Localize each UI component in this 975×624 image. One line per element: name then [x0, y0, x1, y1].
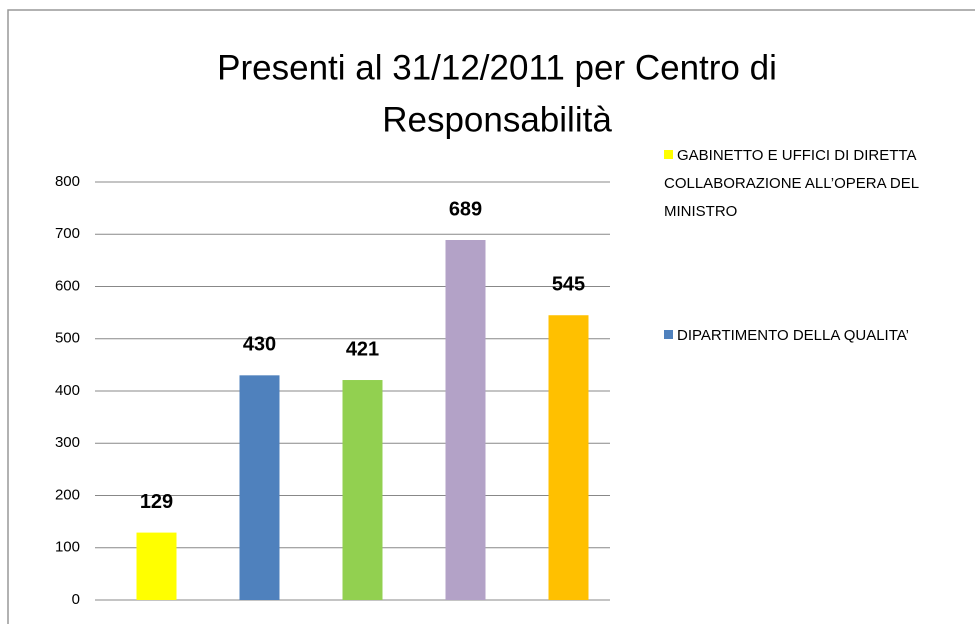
data-label: 421: [346, 338, 379, 360]
y-tick-label: 700: [55, 225, 80, 242]
y-tick-label: 500: [55, 330, 80, 347]
y-tick-label: 0: [72, 591, 80, 608]
data-label: 430: [243, 334, 276, 356]
bar: [136, 532, 177, 600]
legend-entry: DIPARTIMENTO DELLA QUALITA’: [664, 322, 954, 350]
y-tick-label: 200: [55, 486, 80, 503]
legend-label: GABINETTO E UFFICI DI DIRETTA COLLABORAZ…: [664, 147, 919, 220]
data-label: 545: [552, 274, 585, 296]
y-tick-label: 100: [55, 539, 80, 556]
legend-swatch: [664, 330, 673, 339]
bar: [548, 315, 589, 600]
y-tick-label: 600: [55, 277, 80, 294]
data-label: 689: [449, 198, 482, 220]
bar: [445, 239, 486, 600]
chart-title: Presenti al 31/12/2011 per Centro di: [217, 48, 777, 87]
legend-label: DIPARTIMENTO DELLA QUALITA’: [677, 327, 910, 344]
y-tick-label: 800: [55, 173, 80, 190]
y-tick-label: 400: [55, 382, 80, 399]
chart-title: Responsabilità: [382, 100, 612, 139]
legend-swatch: [664, 150, 673, 159]
bar: [342, 380, 383, 600]
y-tick-label: 300: [55, 434, 80, 451]
chart-frame: [7, 9, 975, 624]
legend-entry: GABINETTO E UFFICI DI DIRETTA COLLABORAZ…: [664, 142, 954, 226]
bar: [239, 375, 280, 600]
data-label: 129: [140, 491, 173, 513]
